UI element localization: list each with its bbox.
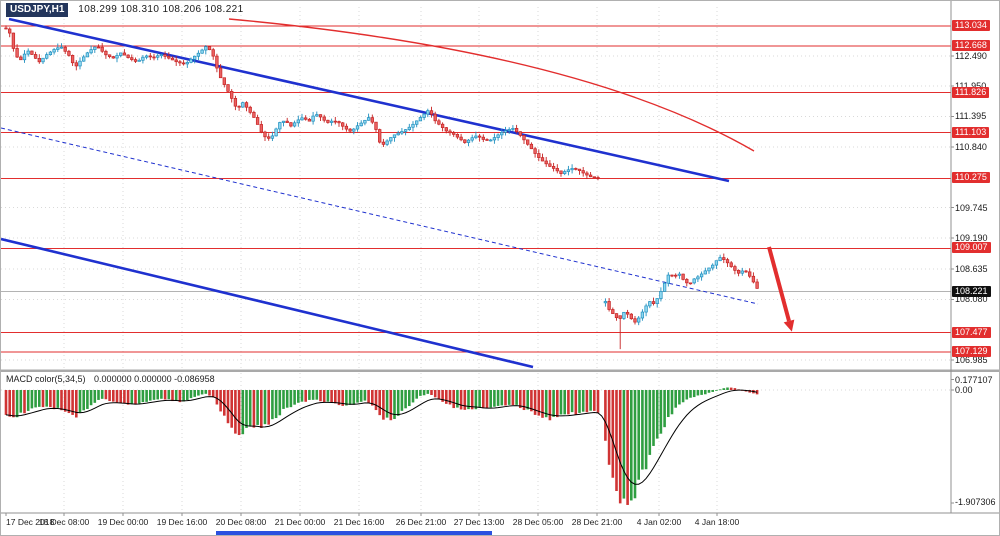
time-label: 27 Dec 13:00 xyxy=(453,517,505,527)
level-price-badge: 113.034 xyxy=(952,20,990,31)
ohlc-readout: 108.299 108.310 108.206 108.221 xyxy=(78,4,244,15)
price-tick-label: 109.190 xyxy=(955,233,988,244)
time-label: 28 Dec 21:00 xyxy=(571,517,623,527)
price-tick-label: 109.745 xyxy=(955,202,988,213)
time-label: 4 Jan 18:00 xyxy=(694,517,740,527)
time-label: 17 Dec 2018 xyxy=(6,517,55,527)
level-price-badge: 107.477 xyxy=(952,326,991,338)
price-tick-label: 108.080 xyxy=(955,294,988,305)
macd-indicator-name: MACD color(5,34,5) xyxy=(6,374,86,384)
level-price-badge: 111.826 xyxy=(952,86,990,98)
price-tick-label: 111.395 xyxy=(955,111,987,122)
macd-indicator-values: 0.000000 0.000000 -0.086958 xyxy=(94,374,215,384)
sell-arrow-shaft[interactable] xyxy=(767,246,791,322)
trendline-upper[interactable] xyxy=(8,17,730,183)
chart-comment: USDJPY,H1 108.299 108.310 108.206 108.22… xyxy=(6,3,244,17)
time-label: 28 Dec 05:00 xyxy=(512,517,564,527)
sell-arrow-head[interactable] xyxy=(783,319,795,332)
symbol-period-label: USDJPY,H1 xyxy=(6,3,69,17)
time-label: 4 Jan 02:00 xyxy=(636,517,682,527)
price-tick-label: 108.635 xyxy=(955,263,988,274)
time-label: 20 Dec 08:00 xyxy=(215,517,267,527)
price-tick-label: 112.490 xyxy=(955,51,987,62)
level-price-badge: 109.007 xyxy=(952,242,991,254)
red-arc-line[interactable] xyxy=(228,18,755,152)
price-tick-label: 110.840 xyxy=(955,142,987,153)
trendline-channel-dashed[interactable] xyxy=(1,127,759,305)
time-label: 21 Dec 00:00 xyxy=(274,517,326,527)
current-price-badge: 108.221 xyxy=(952,285,991,297)
macd-scale-top: 0.177107 xyxy=(955,375,993,385)
macd-indicator-label: MACD color(5,34,5) 0.000000 0.000000 -0.… xyxy=(6,374,215,384)
price-tick-label: 111.950 xyxy=(955,80,987,91)
price-tick-label: 106.985 xyxy=(955,354,988,365)
candlesticks xyxy=(4,25,759,350)
time-label: 19 Dec 16:00 xyxy=(156,517,208,527)
level-price-badge: 112.668 xyxy=(952,40,990,52)
bottom-edge-highlight xyxy=(216,531,492,535)
time-label: 21 Dec 16:00 xyxy=(333,517,385,527)
panel-separator[interactable] xyxy=(1,369,1000,373)
time-label: 26 Dec 21:00 xyxy=(395,517,447,527)
macd-scale-bottom: -1.907306 xyxy=(955,497,996,507)
trendline-lower[interactable] xyxy=(1,237,534,369)
level-price-badge: 111.103 xyxy=(952,126,990,138)
level-price-badge: 107.129 xyxy=(952,345,991,357)
macd-signal-line xyxy=(5,389,758,485)
level-price-badge: 110.275 xyxy=(952,172,990,184)
time-label: 19 Dec 00:00 xyxy=(97,517,149,527)
macd-scale-zero: 0.00 xyxy=(955,385,973,395)
macd-histogram xyxy=(4,387,759,505)
time-label: 18 Dec 08:00 xyxy=(38,517,90,527)
